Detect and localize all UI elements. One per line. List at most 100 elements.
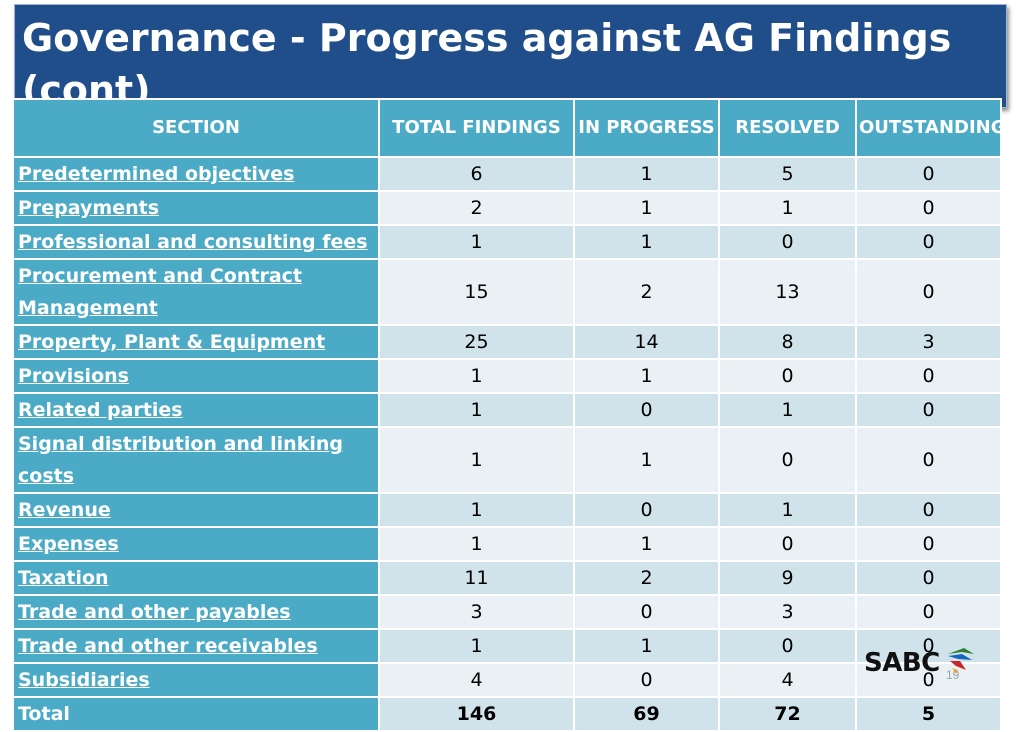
resolved-cell: 5 [718, 156, 857, 192]
outstanding-cell: 0 [855, 224, 1002, 260]
outstanding-cell: 0 [855, 156, 1002, 192]
in-progress-cell: 0 [573, 662, 720, 698]
section-cell: Total [12, 696, 380, 732]
resolved-cell: 1 [718, 492, 857, 528]
table-row: Procurement and Contract Management 15 2 13… [12, 258, 1002, 326]
total-row: Total 146 69 72 5 [12, 696, 1002, 732]
outstanding-cell: 0 [855, 526, 1002, 562]
in-progress-cell: 2 [573, 258, 720, 326]
resolved-cell: 72 [718, 696, 857, 732]
total-findings-cell: 146 [378, 696, 575, 732]
flag-icon [948, 648, 974, 674]
total-findings-cell: 2 [378, 190, 575, 226]
outstanding-cell: 0 [855, 392, 1002, 428]
in-progress-cell: 0 [573, 492, 720, 528]
total-findings-cell: 4 [378, 662, 575, 698]
resolved-cell: 1 [718, 392, 857, 428]
header-outstanding: OUTSTANDING [855, 98, 1002, 158]
outstanding-cell: 3 [855, 324, 1002, 360]
section-cell: Subsidiaries [12, 662, 380, 698]
in-progress-cell: 1 [573, 628, 720, 664]
in-progress-cell: 14 [573, 324, 720, 360]
table-row: Related parties 1 0 1 0 [12, 392, 1002, 428]
total-findings-cell: 15 [378, 258, 575, 326]
outstanding-cell: 5 [855, 696, 1002, 732]
outstanding-cell: 0 [855, 190, 1002, 226]
section-cell: Related parties [12, 392, 380, 428]
resolved-cell: 3 [718, 594, 857, 630]
resolved-cell: 0 [718, 224, 857, 260]
table-row: Property, Plant & Equipment 25 14 8 3 [12, 324, 1002, 360]
in-progress-cell: 1 [573, 190, 720, 226]
page-number: 19 [946, 668, 960, 682]
logo-text: SABC [864, 648, 940, 678]
section-cell: Prepayments [12, 190, 380, 226]
header-section: SECTION [12, 98, 380, 158]
total-findings-cell: 1 [378, 628, 575, 664]
outstanding-cell: 0 [855, 358, 1002, 394]
outstanding-cell: 0 [855, 628, 1002, 664]
in-progress-cell: 0 [573, 594, 720, 630]
sabc-logo: SABC [864, 648, 974, 678]
header-in-progress: IN PROGRESS [573, 98, 720, 158]
total-findings-cell: 1 [378, 492, 575, 528]
outstanding-cell: 0 [855, 594, 1002, 630]
outstanding-cell: 0 [855, 560, 1002, 596]
resolved-cell: 0 [718, 426, 857, 494]
in-progress-cell: 2 [573, 560, 720, 596]
findings-table: SECTION TOTAL FINDINGS IN PROGRESS RESOL… [12, 98, 1002, 732]
table-row: Professional and consulting fees 1 1 0 0 [12, 224, 1002, 260]
outstanding-cell: 0 [855, 258, 1002, 326]
total-findings-cell: 25 [378, 324, 575, 360]
in-progress-cell: 69 [573, 696, 720, 732]
resolved-cell: 0 [718, 526, 857, 562]
total-findings-cell: 1 [378, 392, 575, 428]
in-progress-cell: 1 [573, 426, 720, 494]
section-cell: Property, Plant & Equipment [12, 324, 380, 360]
header-total-findings: TOTAL FINDINGS [378, 98, 575, 158]
outstanding-cell: 0 [855, 492, 1002, 528]
section-cell: Signal distribution and linking costs [12, 426, 380, 494]
section-cell: Trade and other receivables [12, 628, 380, 664]
total-findings-cell: 6 [378, 156, 575, 192]
section-cell: Expenses [12, 526, 380, 562]
header-resolved: RESOLVED [718, 98, 857, 158]
in-progress-cell: 1 [573, 224, 720, 260]
total-findings-cell: 1 [378, 358, 575, 394]
total-findings-cell: 1 [378, 224, 575, 260]
in-progress-cell: 1 [573, 156, 720, 192]
table-row: Trade and other receivables 1 1 0 0 [12, 628, 1002, 664]
section-cell: Professional and consulting fees [12, 224, 380, 260]
total-findings-cell: 3 [378, 594, 575, 630]
table-row: Provisions 1 1 0 0 [12, 358, 1002, 394]
section-cell: Predetermined objectives [12, 156, 380, 192]
table-row: Prepayments 2 1 1 0 [12, 190, 1002, 226]
total-findings-cell: 1 [378, 426, 575, 494]
outstanding-cell: 0 [855, 662, 1002, 698]
resolved-cell: 8 [718, 324, 857, 360]
total-findings-cell: 1 [378, 526, 575, 562]
table-row: Trade and other payables 3 0 3 0 [12, 594, 1002, 630]
resolved-cell: 0 [718, 628, 857, 664]
section-cell: Revenue [12, 492, 380, 528]
resolved-cell: 0 [718, 358, 857, 394]
title-banner: Governance - Progress against AG Finding… [14, 4, 1007, 108]
table-row: Subsidiaries 4 0 4 0 [12, 662, 1002, 698]
table-row: Predetermined objectives 6 1 5 0 [12, 156, 1002, 192]
resolved-cell: 9 [718, 560, 857, 596]
section-cell: Provisions [12, 358, 380, 394]
table-row: Revenue 1 0 1 0 [12, 492, 1002, 528]
section-cell: Taxation [12, 560, 380, 596]
in-progress-cell: 1 [573, 358, 720, 394]
table-row: Signal distribution and linking costs 1 1 0… [12, 426, 1002, 494]
section-cell: Trade and other payables [12, 594, 380, 630]
table-row: Taxation 11 2 9 0 [12, 560, 1002, 596]
in-progress-cell: 1 [573, 526, 720, 562]
in-progress-cell: 0 [573, 392, 720, 428]
resolved-cell: 1 [718, 190, 857, 226]
header-row: SECTION TOTAL FINDINGS IN PROGRESS RESOL… [12, 98, 1002, 158]
page-title: Governance - Progress against AG Finding… [22, 16, 952, 108]
outstanding-cell: 0 [855, 426, 1002, 494]
section-cell: Procurement and Contract Management [12, 258, 380, 326]
table-row: Expenses 1 1 0 0 [12, 526, 1002, 562]
